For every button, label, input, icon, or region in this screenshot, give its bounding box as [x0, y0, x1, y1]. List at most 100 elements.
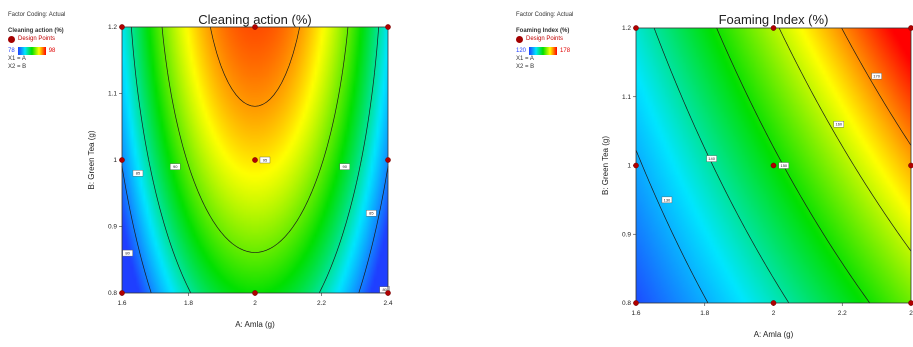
design-point [908, 162, 913, 169]
contour-line [210, 26, 300, 107]
design-point [633, 25, 639, 31]
svg-text:85: 85 [136, 171, 141, 176]
factor-coding-label: Factor Coding: Actual [8, 12, 66, 18]
color-gradient-swatch [529, 47, 558, 55]
contour-plot-svg: 80 85 90 95 90 85 80 1.6 1.8 2 2.2 2.4 0.8 0.9 1 1.1 1.2… [87, 12, 393, 329]
design-point [252, 24, 258, 30]
x-tick-label: 1.6 [117, 300, 126, 307]
y-axis-label: B: Green Tea (g) [87, 130, 96, 189]
contour-label: 95 [259, 156, 271, 164]
contour-label: 85 [366, 209, 377, 217]
x-axis-label: A: Amla (g) [754, 330, 794, 339]
y-tick-label: 0.9 [622, 231, 631, 238]
y-tick-label: 0.9 [108, 224, 117, 231]
legend-design-points: Design Points [8, 35, 65, 43]
svg-text:130: 130 [664, 197, 671, 202]
x-tick-label: 2 [772, 310, 776, 317]
y-tick-label: 0.8 [622, 300, 631, 307]
x-tick-label: 1.6 [631, 310, 640, 317]
legend-color-bar: 78 98 [8, 47, 65, 55]
legend-design-points-label: Design Points [18, 36, 56, 42]
design-point [908, 25, 913, 31]
chart-title: Foaming Index (%) [719, 12, 829, 27]
legend-color-bar: 120 178 [516, 47, 573, 55]
design-point [119, 24, 125, 30]
y-tick-label: 1.1 [108, 91, 117, 98]
legend-x1: X1 = A [516, 56, 534, 62]
y-tick-label: 1 [113, 157, 117, 164]
contour-line [716, 27, 871, 304]
x-tick-label: 1.8 [184, 300, 193, 307]
svg-text:95: 95 [263, 157, 268, 162]
legend-response-name: Cleaning action (%) [8, 28, 64, 34]
x-tick-label: 1.8 [700, 310, 709, 317]
svg-text:140: 140 [708, 156, 715, 161]
factor-coding-label: Factor Coding: Actual [516, 12, 574, 18]
legend-design-points: Design Points [516, 35, 573, 43]
design-point [385, 24, 391, 30]
legend: Factor Coding: Actual Foaming Index (%) … [516, 11, 573, 71]
color-gradient-swatch [17, 47, 46, 55]
legend-high: 178 [560, 48, 571, 54]
design-point [119, 157, 125, 163]
contour-label: 130 [661, 196, 673, 204]
design-point [770, 25, 777, 31]
svg-text:85: 85 [369, 211, 374, 216]
design-point [908, 300, 913, 306]
design-point [252, 157, 258, 163]
contour-label: 170 [871, 72, 882, 80]
contour-label: 140 [706, 155, 717, 162]
legend: Factor Coding: Actual Cleaning action (%… [8, 11, 65, 71]
y-tick-label: 1.2 [622, 25, 631, 32]
design-point [119, 290, 125, 296]
design-point [633, 162, 639, 169]
design-point [385, 290, 391, 296]
x-tick-label: 2 [253, 300, 257, 307]
legend-low: 120 [516, 48, 527, 54]
design-point [770, 162, 777, 169]
design-point-marker-icon [8, 35, 15, 43]
x-tick-label: 2.2 [838, 310, 847, 317]
contour-label: 90 [169, 163, 181, 170]
y-axis-label: B: Green Tea (g) [601, 136, 610, 195]
contour-line [161, 26, 349, 253]
design-point [770, 300, 777, 306]
contour-label: 160 [833, 121, 845, 128]
svg-text:80: 80 [125, 251, 130, 256]
svg-text:90: 90 [173, 164, 178, 169]
legend-design-points-label: Design Points [526, 36, 564, 42]
x-tick-label: 2.4 [383, 300, 392, 307]
x-tick-label: 2.2 [317, 300, 326, 307]
y-tick-label: 1 [627, 163, 631, 170]
contour-line [778, 27, 912, 252]
legend-response-name: Foaming Index (%) [516, 28, 570, 34]
chart-foaming-index: Factor Coding: Actual Foaming Index (%) … [500, 0, 913, 347]
design-point-marker-icon [516, 35, 523, 43]
chart-title: Cleaning action (%) [198, 12, 311, 27]
svg-text:170: 170 [873, 74, 880, 79]
legend-low: 78 [8, 48, 15, 54]
contour-line [121, 166, 389, 294]
legend-high: 98 [48, 48, 56, 54]
contour-line [635, 149, 709, 304]
chart-cleaning-action: Factor Coding: Actual Cleaning action (%… [0, 0, 440, 347]
legend-x1: X1 = A [8, 56, 26, 62]
y-tick-label: 0.8 [108, 290, 117, 297]
contour-plot-svg: 130 140 150 160 170 1.6 1.8 2 2.2 2 0.8 0.9 1 1.1 1.2 F… [601, 12, 913, 339]
contour-label: 90 [339, 163, 350, 170]
svg-text:80: 80 [382, 287, 387, 292]
design-point [385, 157, 391, 163]
y-tick-label: 1.1 [622, 94, 631, 101]
svg-text:150: 150 [780, 163, 787, 168]
contour-label: 80 [122, 249, 133, 257]
contour-line [841, 27, 912, 146]
design-point [633, 300, 639, 306]
contour-label: 85 [132, 170, 144, 177]
legend-x2: X2 = B [516, 64, 535, 70]
design-point [252, 290, 258, 296]
x-tick-label: 2 [909, 310, 913, 317]
legend-x2: X2 = B [8, 64, 27, 70]
svg-text:90: 90 [343, 164, 348, 169]
x-axis-label: A: Amla (g) [235, 320, 275, 329]
y-tick-label: 1.2 [108, 24, 117, 31]
